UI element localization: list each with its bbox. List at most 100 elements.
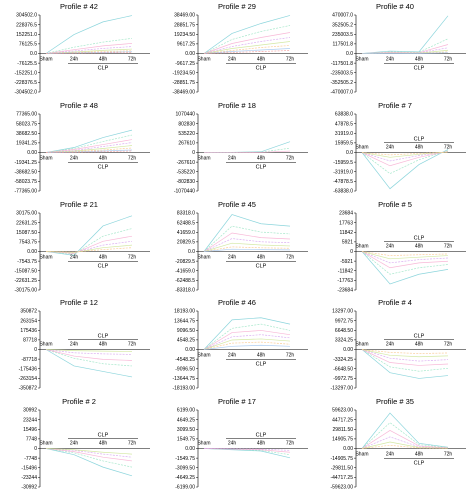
y-tick-label: 9096.50 bbox=[177, 328, 195, 334]
profile-title: Profile # 18 bbox=[218, 100, 256, 110]
profile-chart: 6199.00 4649.25 3099.50 1549.75 0.00 -1549.75… bbox=[175, 408, 308, 491]
y-tick-label: -30992 bbox=[21, 485, 37, 491]
profile-chart: 13297.00 9972.75 6648.50 3324.25 0.00 -3324.2… bbox=[330, 309, 466, 392]
series-line bbox=[45, 448, 133, 462]
x-category-label: 48h bbox=[415, 144, 424, 150]
y-tick-label: -267610 bbox=[177, 160, 196, 166]
y-tick-label: -17763 bbox=[337, 278, 353, 284]
series-line bbox=[45, 349, 133, 362]
group-label: CLP bbox=[414, 235, 425, 241]
x-category-label: 48h bbox=[99, 254, 108, 260]
series-line bbox=[45, 448, 133, 468]
y-tick-label: -350872 bbox=[19, 386, 38, 392]
y-tick-label: 15959.5 bbox=[335, 140, 353, 146]
y-tick-label: 38469.00 bbox=[174, 13, 195, 19]
series-line bbox=[361, 445, 449, 450]
profile-panel: Profile # 45 83318.0 62488.5 41659.0 20829.5… bbox=[158, 198, 316, 296]
profile-chart: 77365.00 58023.75 38682.50 19341.25 0.00 -193… bbox=[14, 111, 150, 194]
series-line bbox=[45, 15, 133, 54]
x-category-label: 72h bbox=[444, 342, 453, 348]
series-line bbox=[203, 45, 291, 54]
group-label: CLP bbox=[414, 334, 425, 340]
series-line bbox=[203, 50, 291, 54]
x-category-label: 48h bbox=[257, 155, 266, 161]
y-tick-label: 19341.25 bbox=[16, 140, 37, 146]
y-tick-label: -3324.25 bbox=[333, 357, 353, 363]
profile-chart: 38469.00 28851.75 19234.50 9617.25 0.00 -9617… bbox=[172, 13, 308, 96]
x-category-label: 24h bbox=[386, 144, 395, 150]
group-label: CLP bbox=[256, 263, 267, 269]
x-category-label: Sham bbox=[355, 342, 368, 348]
x-category-label: Sham bbox=[197, 353, 210, 359]
y-tick-label: -4548.25 bbox=[175, 357, 195, 363]
y-tick-label: -175436 bbox=[19, 367, 38, 373]
y-tick-label: -7748 bbox=[24, 456, 37, 462]
y-tick-label: 4649.25 bbox=[177, 418, 195, 424]
series-line bbox=[45, 129, 133, 153]
profile-title: Profile # 4 bbox=[378, 298, 412, 308]
x-category-label: 72h bbox=[128, 155, 137, 161]
series-line bbox=[45, 448, 133, 477]
x-category-label: 72h bbox=[128, 57, 137, 63]
group-label: CLP bbox=[98, 433, 109, 439]
x-category-label: 48h bbox=[257, 353, 266, 359]
x-category-label: 72h bbox=[444, 57, 453, 63]
x-category-label: Sham bbox=[355, 452, 368, 458]
x-category-label: 48h bbox=[415, 57, 424, 63]
x-category-label: 24h bbox=[386, 57, 395, 63]
x-category-label: 24h bbox=[70, 155, 79, 161]
y-tick-label: 20829.5 bbox=[177, 239, 195, 245]
y-tick-label: 470007.0 bbox=[332, 13, 353, 19]
group-label: CLP bbox=[98, 334, 109, 340]
series-line bbox=[45, 134, 133, 153]
profile-title: Profile # 42 bbox=[60, 2, 98, 11]
x-category-label: Sham bbox=[39, 57, 52, 63]
profile-panel: Profile # 21 30175.00 22631.25 15087.50 7543… bbox=[0, 198, 158, 296]
y-tick-label: 19234.50 bbox=[174, 32, 195, 38]
series-line bbox=[203, 324, 291, 351]
series-line bbox=[45, 150, 133, 153]
y-tick-label: 13644.75 bbox=[174, 319, 195, 325]
y-tick-label: -59623.00 bbox=[330, 485, 353, 491]
y-tick-label: -18193.00 bbox=[172, 386, 195, 392]
profile-chart: 350872 263154 175436 87718 0 -87718 -175436 -26… bbox=[19, 309, 150, 392]
series-line bbox=[45, 349, 133, 378]
x-category-label: 72h bbox=[444, 144, 453, 150]
x-category-label: 72h bbox=[444, 452, 453, 458]
profile-chart: 18193.00 13644.75 9096.50 4548.25 0.00 -4548.… bbox=[172, 309, 308, 392]
y-tick-label: -228376.5 bbox=[14, 80, 37, 86]
profile-chart: 470007.0 352505.2 235003.5 117501.8 0.0 -1175… bbox=[330, 13, 466, 96]
x-category-label: 24h bbox=[386, 452, 395, 458]
group-label: CLP bbox=[256, 362, 267, 368]
y-tick-label: 0.00 bbox=[27, 150, 37, 156]
profile-title: Profile # 5 bbox=[378, 199, 412, 209]
y-tick-label: 7543.75 bbox=[19, 239, 37, 245]
x-category-label: Sham bbox=[197, 441, 210, 447]
y-tick-label: -470007.0 bbox=[330, 90, 353, 96]
y-tick-label: 267610 bbox=[178, 140, 195, 146]
y-tick-label: -7543.75 bbox=[17, 258, 37, 264]
y-tick-label: 4548.25 bbox=[177, 338, 195, 344]
profile-panel: Profile # 2 30992 23244 15496 7748 0 -7748 -154… bbox=[0, 395, 158, 493]
x-category-label: 48h bbox=[415, 342, 424, 348]
series-line bbox=[203, 338, 291, 351]
y-tick-label: -62488.5 bbox=[175, 278, 195, 284]
x-category-label: 48h bbox=[415, 243, 424, 249]
y-tick-label: 14905.75 bbox=[332, 437, 353, 443]
y-tick-label: 0.00 bbox=[185, 51, 195, 57]
profile-chart: 30175.00 22631.25 15087.50 7543.75 0.00 -7543… bbox=[14, 210, 150, 293]
y-tick-label: 0.00 bbox=[27, 249, 37, 255]
y-tick-label: -28851.75 bbox=[172, 80, 195, 86]
profile-title: Profile # 40 bbox=[376, 2, 414, 11]
y-tick-label: 15087.50 bbox=[16, 230, 37, 236]
y-tick-label: 1070440 bbox=[176, 111, 196, 117]
series-line bbox=[361, 150, 449, 166]
series-line bbox=[361, 349, 449, 367]
profile-title: Profile # 45 bbox=[218, 199, 256, 209]
y-tick-label: -11842 bbox=[338, 268, 353, 274]
x-category-label: 72h bbox=[286, 57, 295, 63]
x-category-label: 24h bbox=[228, 57, 237, 63]
x-category-label: 24h bbox=[228, 441, 237, 447]
series-line bbox=[203, 345, 291, 351]
x-category-label: 72h bbox=[286, 353, 295, 359]
